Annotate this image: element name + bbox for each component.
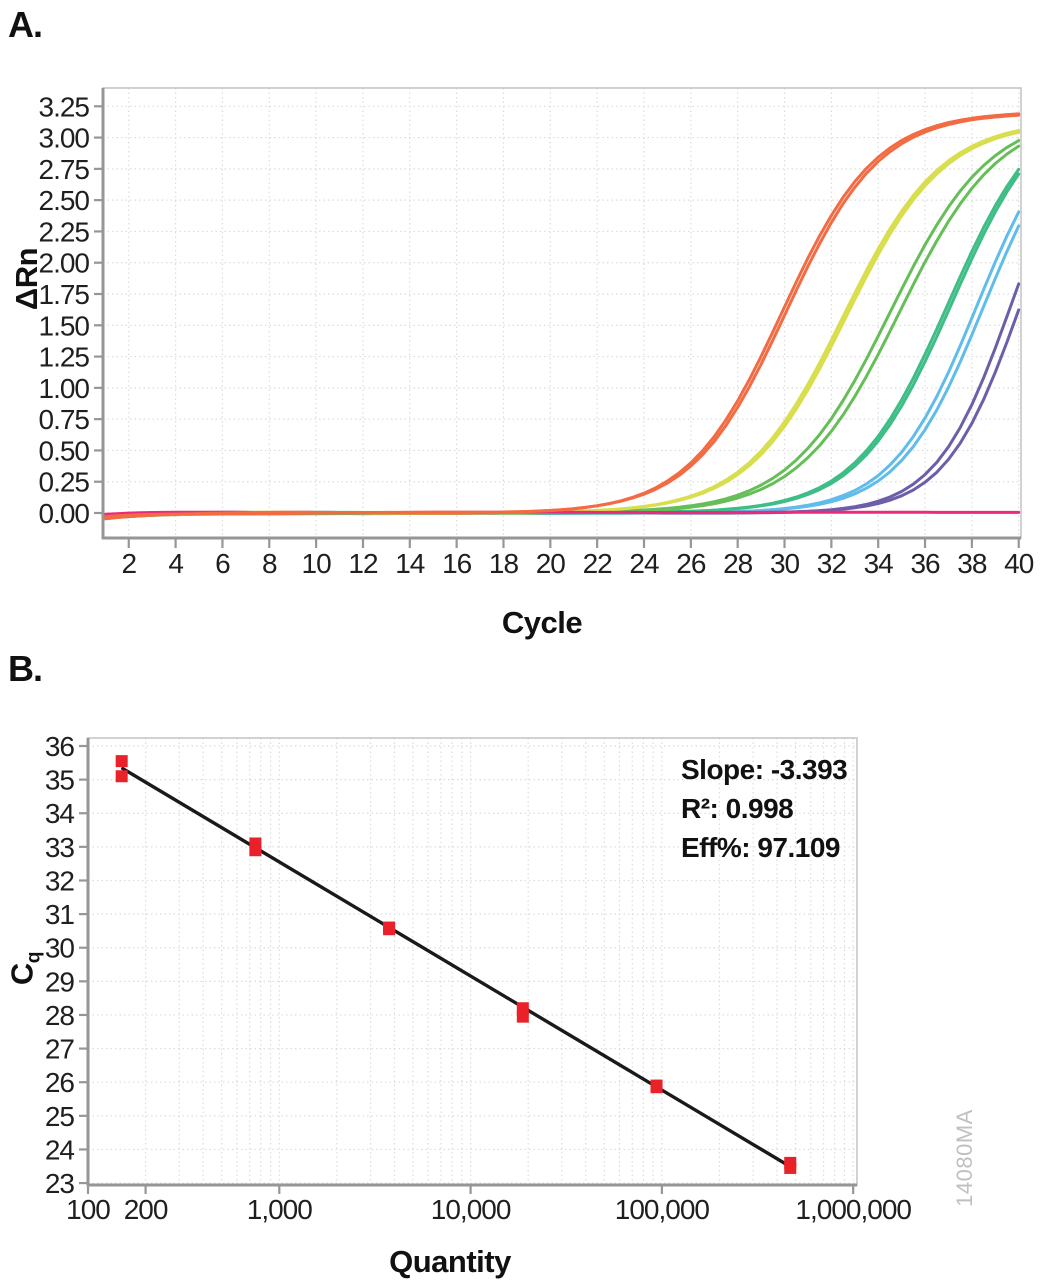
x-tick-label: 30 <box>770 548 800 579</box>
y-tick-label: 2.25 <box>39 216 90 247</box>
y-tick-label: 29 <box>45 966 75 997</box>
x-tick-label: 32 <box>817 548 847 579</box>
amplification-plot: 2 4 6 8 10 12 14 16 18 20 22 24 26 28 30 32 34 36 38 400.00… <box>39 87 1035 579</box>
x-tick-label: 1,000 <box>247 1194 312 1225</box>
slope-value: Slope: -3.393 <box>681 754 848 785</box>
y-tick-label: 0.50 <box>39 435 90 466</box>
x-tick-label: 14 <box>395 548 425 579</box>
panel-a-label: A. <box>8 4 43 45</box>
y-tick-label: 3.00 <box>39 123 90 154</box>
y-tick-label: 24 <box>45 1134 75 1165</box>
y-tick-label: 1.25 <box>39 342 90 373</box>
y-tick-label: 2.75 <box>39 154 90 185</box>
data-point-marker <box>115 770 128 783</box>
x-tick-label: 38 <box>957 548 987 579</box>
x-tick-label: 24 <box>629 548 659 579</box>
y-tick-label: 27 <box>45 1034 75 1065</box>
x-tick-label: 16 <box>442 548 472 579</box>
series-curve-std5-rep1-blue <box>103 210 1021 519</box>
series-curve-std1-rep2-orange <box>103 113 1021 521</box>
y-tick-label: 32 <box>45 865 75 896</box>
y-tick-label: 1.00 <box>39 373 90 404</box>
amplification-curves <box>103 112 1021 521</box>
data-point-marker <box>383 923 396 936</box>
y-tick-label: 2.00 <box>39 248 90 279</box>
x-tick-label: 200 <box>124 1194 168 1225</box>
watermark: 14080MA <box>952 1109 977 1207</box>
data-point-marker <box>516 1010 529 1023</box>
x-tick-label: 26 <box>676 548 706 579</box>
x-tick-label: 20 <box>536 548 566 579</box>
y-tick-label: 0.25 <box>39 467 90 498</box>
series-curve-std3-rep1-green <box>103 139 1021 520</box>
x-tick-label: 36 <box>910 548 940 579</box>
x-tick-label: 100 <box>66 1194 110 1225</box>
x-tick-label: 1,000,000 <box>795 1194 911 1225</box>
y-tick-label: 23 <box>45 1168 75 1199</box>
y-tick-label: 31 <box>45 899 75 930</box>
x-tick-label: 10 <box>302 548 332 579</box>
x-tick-label: 4 <box>168 548 183 579</box>
x-tick-label: 2 <box>121 548 136 579</box>
y-tick-label: 35 <box>45 765 75 796</box>
x-tick-label: 6 <box>215 548 230 579</box>
series-curve-std4-rep1-teal <box>103 167 1021 518</box>
y-tick-label: 34 <box>45 798 75 829</box>
standard-curve-plot: 100 200 1,000 10,000 100,000 1,000,0002324252… <box>45 731 913 1225</box>
x-tick-label: 22 <box>583 548 613 579</box>
x-tick-label: 18 <box>489 548 519 579</box>
x-tick-label: 10,000 <box>431 1194 511 1225</box>
y-tick-label: 1.50 <box>39 310 90 341</box>
x-tick-label: 100,000 <box>615 1194 710 1225</box>
x-tick-label: 34 <box>864 548 894 579</box>
series-curve-std6-rep2-purple <box>103 308 1021 520</box>
y-tick-label: 36 <box>45 731 75 762</box>
y-tick-label: 1.75 <box>39 279 90 310</box>
r-squared-value: R²: 0.998 <box>681 793 794 824</box>
y-tick-label: 0.75 <box>39 404 90 435</box>
y-tick-label: 30 <box>45 933 75 964</box>
panel-a-x-axis-title: Cycle <box>501 605 583 640</box>
x-tick-label: 12 <box>348 548 378 579</box>
series-curve-std6-rep1-purple <box>103 282 1021 521</box>
data-point-marker <box>115 755 128 768</box>
series-curve-std1-rep1-orange <box>103 112 1021 519</box>
data-point-marker <box>249 844 262 857</box>
efficiency-value: Eff%: 97.109 <box>681 832 840 863</box>
data-point-marker <box>784 1161 797 1174</box>
y-tick-label: 0.00 <box>39 498 90 529</box>
y-tick-label: 26 <box>45 1067 75 1098</box>
x-tick-label: 28 <box>723 548 753 579</box>
trend-line <box>121 766 792 1169</box>
y-tick-label: 33 <box>45 832 75 863</box>
y-tick-label: 25 <box>45 1101 75 1132</box>
y-tick-label: 2.50 <box>39 185 90 216</box>
data-point-marker <box>650 1081 663 1094</box>
series-curve-std2-rep1-yellow <box>103 129 1021 519</box>
fit-annotation: Slope: -3.393 R²: 0.998 Eff%: 97.109 <box>681 750 848 867</box>
y-tick-label: 28 <box>45 1000 75 1031</box>
x-tick-label: 40 <box>1004 548 1034 579</box>
x-tick-label: 8 <box>262 548 277 579</box>
panel-b-x-axis-title: Quantity <box>389 1244 511 1279</box>
panel-b-label: B. <box>8 648 43 689</box>
y-tick-label: 3.25 <box>39 91 90 122</box>
